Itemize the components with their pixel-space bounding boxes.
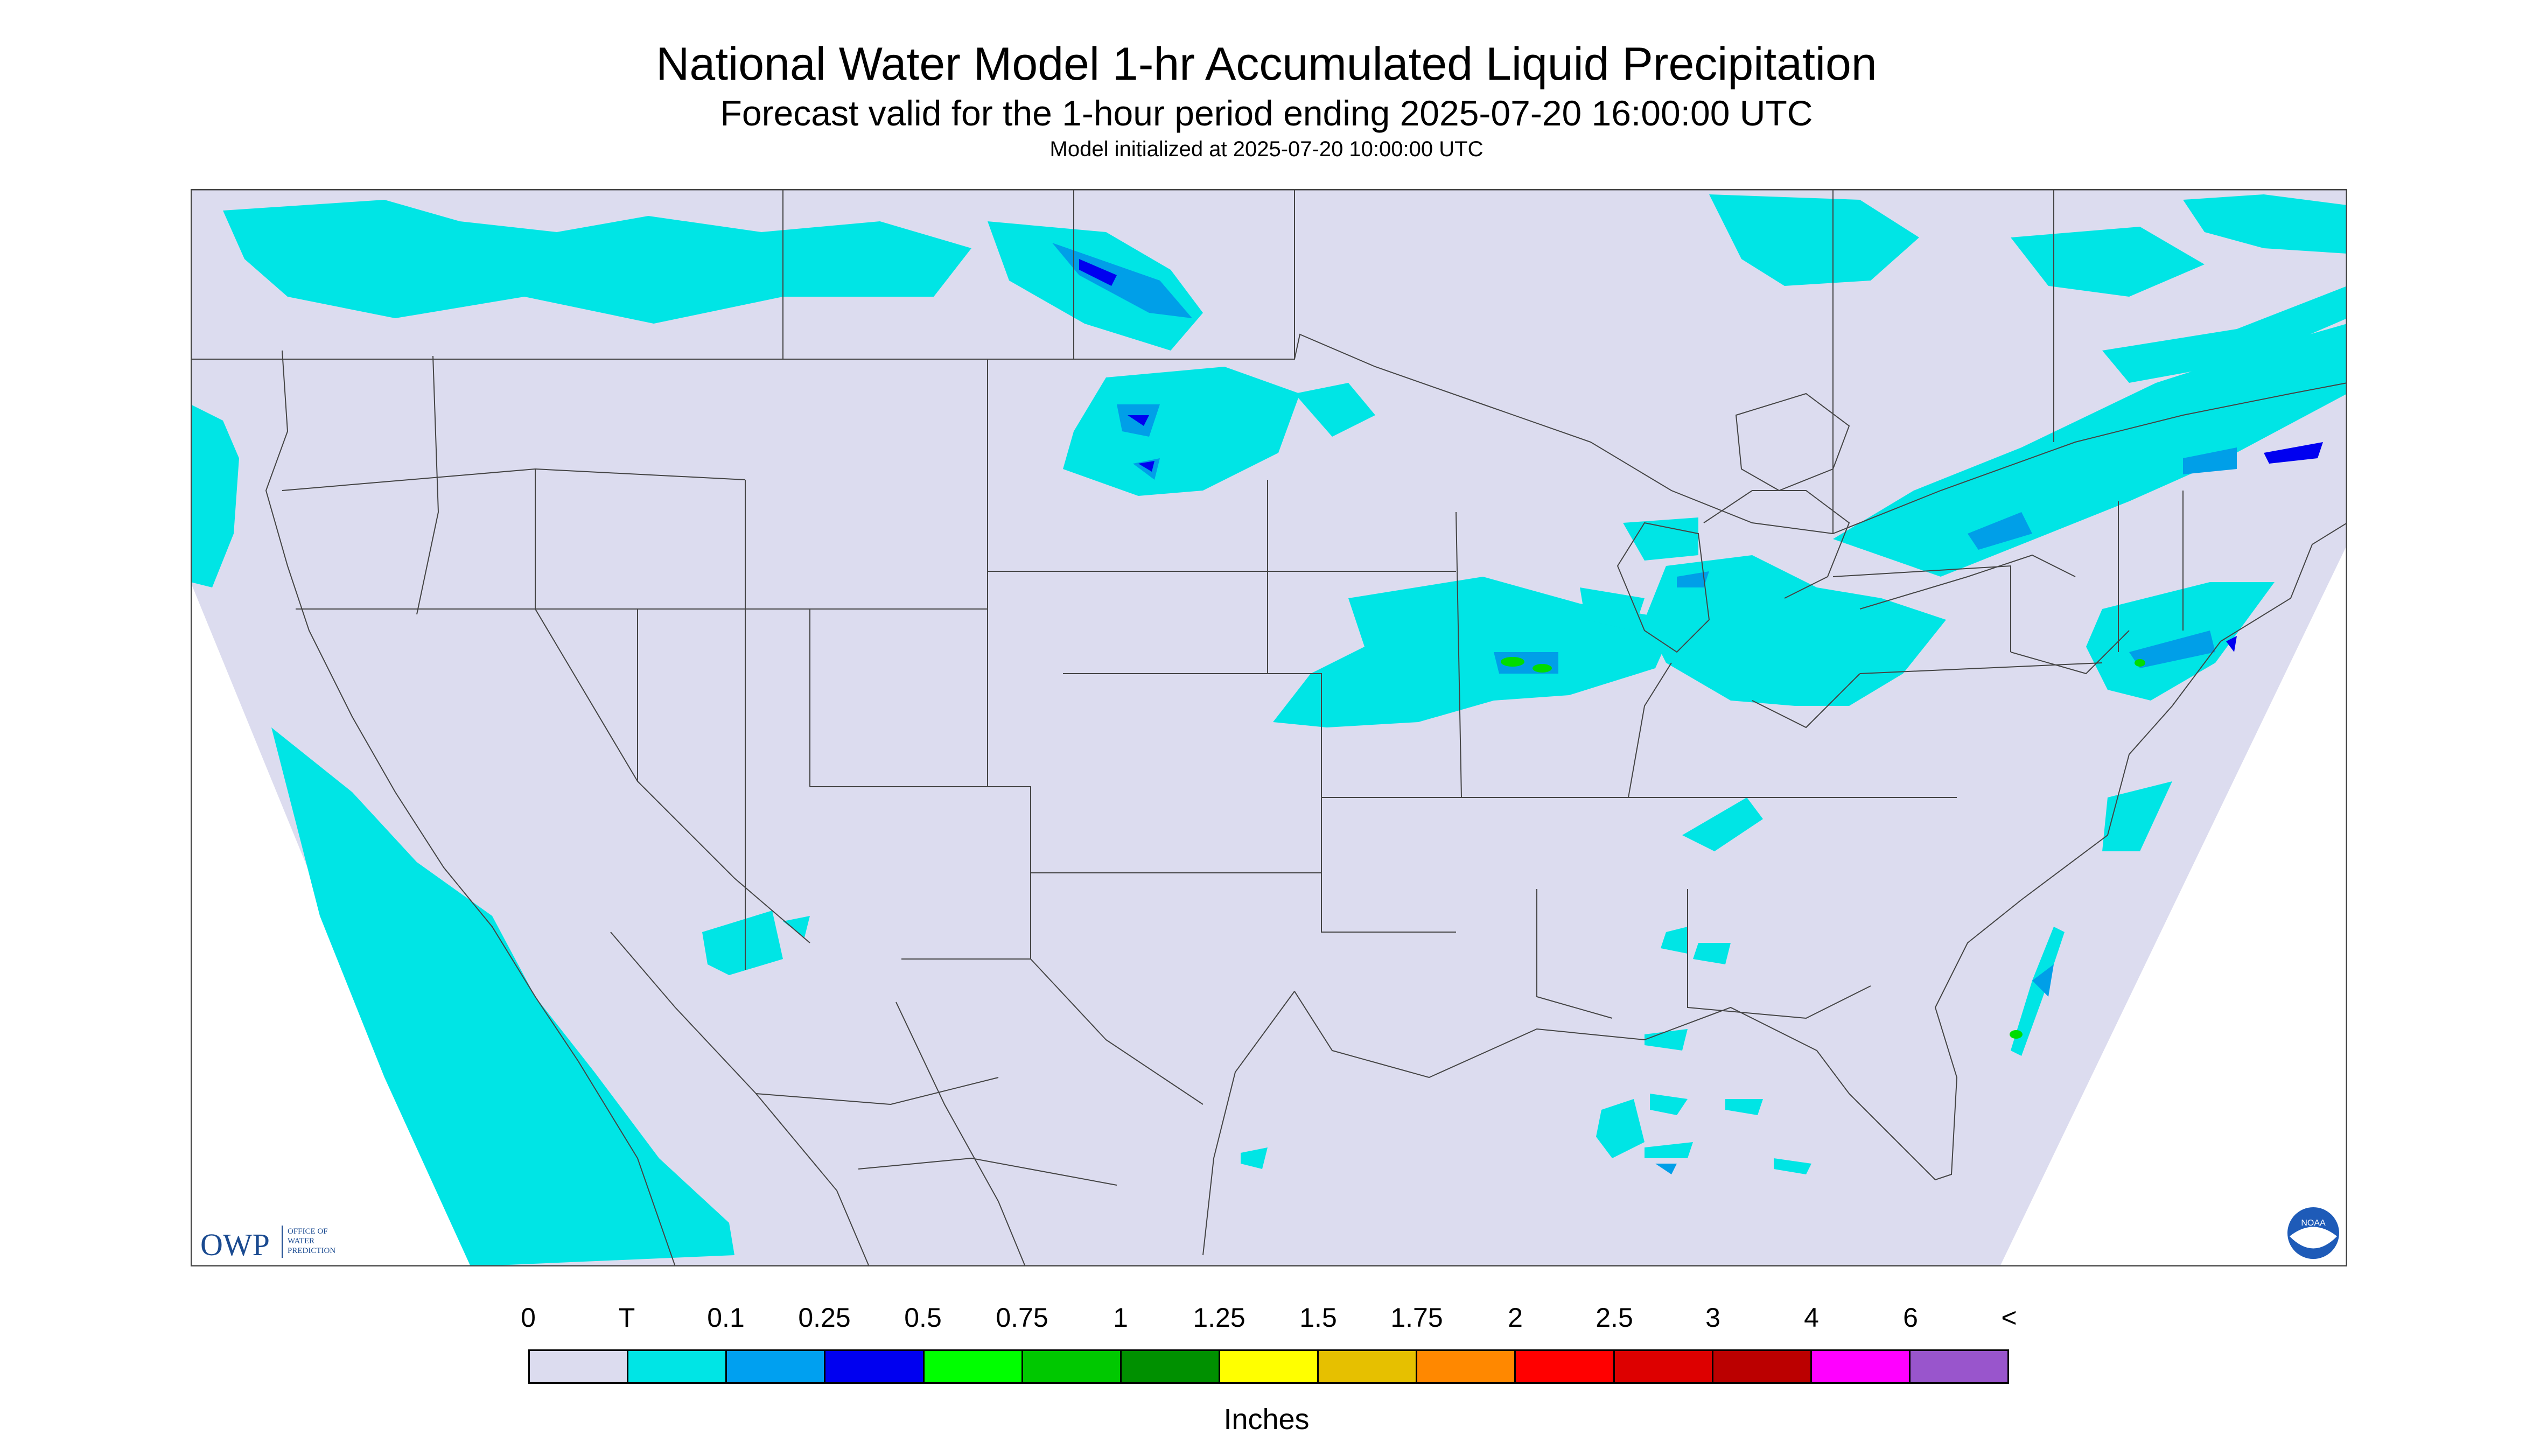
model-init-text: Model initialized at 2025-07-20 10:00:00… — [1049, 137, 1484, 161]
owp-logo-line-1: OFFICE OF — [288, 1227, 328, 1236]
legend-swatch-9 — [1417, 1351, 1516, 1382]
mexico-boundaries — [610, 932, 1203, 1266]
legend-label-0: 0 — [521, 1303, 536, 1333]
legend-swatch-7 — [1220, 1351, 1319, 1382]
legend-label-0-75: 0.75 — [996, 1303, 1048, 1333]
legend-swatch-0 — [530, 1351, 629, 1382]
legend-label-2: 2 — [1508, 1303, 1523, 1333]
legend-swatch-10 — [1516, 1351, 1615, 1382]
legend-label-1-25: 1.25 — [1193, 1303, 1245, 1333]
legend-swatch-11 — [1614, 1351, 1713, 1382]
legend-label-4: 4 — [1804, 1303, 1819, 1333]
precip-heavy-cores — [1501, 657, 2145, 1039]
legend-swatch-12 — [1713, 1351, 1812, 1382]
legend-swatch-14 — [1910, 1351, 2008, 1382]
legend-label-0-1: 0.1 — [707, 1303, 745, 1333]
legend-swatch-1 — [628, 1351, 727, 1382]
legend-label-max: < — [2001, 1303, 2017, 1333]
legend-swatch-13 — [1811, 1351, 1911, 1382]
outside-domain-right — [2000, 544, 2347, 1266]
legend-swatch-4 — [924, 1351, 1023, 1382]
legend-units: Inches — [1223, 1403, 1310, 1436]
legend-swatch-6 — [1121, 1351, 1220, 1382]
noaa-logo: NOAA — [2287, 1207, 2339, 1259]
legend-label-6: 6 — [1903, 1303, 1918, 1333]
precipitation-map: OWP OFFICE OF WATER PREDICTION NOAA — [191, 189, 2347, 1266]
legend-label-0-5: 0.5 — [904, 1303, 942, 1333]
legend-label-1-5: 1.5 — [1299, 1303, 1337, 1333]
legend-label-0-25: 0.25 — [798, 1303, 851, 1333]
map-subtitle: Forecast valid for the 1-hour period end… — [720, 93, 1813, 133]
owp-logo-line-2: WATER — [288, 1237, 314, 1245]
noaa-logo-text: NOAA — [2301, 1219, 2326, 1228]
legend-swatch-8 — [1319, 1351, 1418, 1382]
owp-logo-line-3: PREDICTION — [288, 1247, 335, 1255]
state-boundaries — [191, 189, 2347, 1019]
precip-trace-areas — [191, 194, 2347, 1266]
legend-swatch-5 — [1023, 1351, 1122, 1382]
map-title: National Water Model 1-hr Accumulated Li… — [656, 38, 1877, 90]
precip-moderate-areas — [1079, 259, 2323, 652]
legend-label-1-75: 1.75 — [1390, 1303, 1443, 1333]
legend-swatch-3 — [825, 1351, 925, 1382]
legend-label-t: T — [618, 1303, 635, 1333]
precip-light-areas — [1052, 243, 2237, 1174]
legend-labels: 0 T 0.1 0.25 0.5 0.75 1 1.25 1.5 1.75 2 … — [0, 1302, 2533, 1340]
legend-color-bar — [528, 1349, 2009, 1384]
legend-label-1: 1 — [1113, 1303, 1128, 1333]
legend-swatch-2 — [727, 1351, 826, 1382]
map-frame — [191, 189, 2347, 1266]
legend-label-2-5: 2.5 — [1596, 1303, 1633, 1333]
owp-logo-abbrev: OWP — [200, 1227, 270, 1262]
owp-logo: OWP OFFICE OF WATER PREDICTION — [200, 1226, 335, 1262]
legend-label-3: 3 — [1705, 1303, 1720, 1333]
coastlines — [265, 350, 2347, 1266]
